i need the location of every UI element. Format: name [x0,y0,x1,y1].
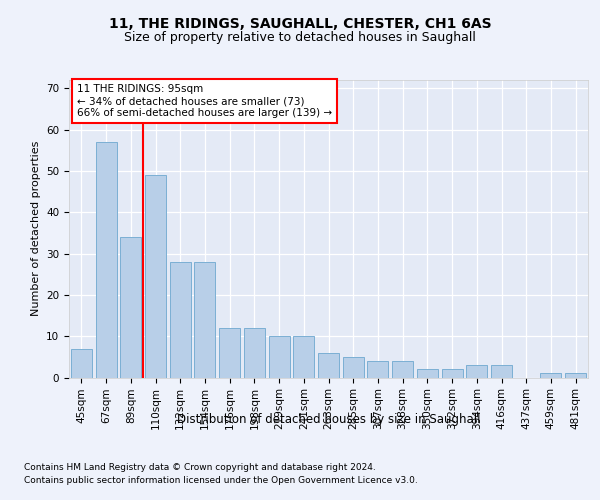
Y-axis label: Number of detached properties: Number of detached properties [31,141,41,316]
Bar [293,336,314,378]
Bar [71,348,92,378]
Bar [244,328,265,378]
Bar [442,369,463,378]
Bar [466,365,487,378]
Text: 11 THE RIDINGS: 95sqm
← 34% of detached houses are smaller (73)
66% of semi-deta: 11 THE RIDINGS: 95sqm ← 34% of detached … [77,84,332,117]
Bar [95,142,116,378]
Bar [417,369,438,378]
Bar [541,374,562,378]
Text: Size of property relative to detached houses in Saughall: Size of property relative to detached ho… [124,31,476,44]
Bar [145,175,166,378]
Bar [120,237,141,378]
Bar [269,336,290,378]
Text: Contains HM Land Registry data © Crown copyright and database right 2024.: Contains HM Land Registry data © Crown c… [24,462,376,471]
Bar [170,262,191,378]
Bar [392,361,413,378]
Bar [491,365,512,378]
Text: 11, THE RIDINGS, SAUGHALL, CHESTER, CH1 6AS: 11, THE RIDINGS, SAUGHALL, CHESTER, CH1 … [109,18,491,32]
Bar [318,352,339,378]
Bar [367,361,388,378]
Bar [565,374,586,378]
Text: Distribution of detached houses by size in Saughall: Distribution of detached houses by size … [177,412,481,426]
Text: Contains public sector information licensed under the Open Government Licence v3: Contains public sector information licen… [24,476,418,485]
Bar [219,328,240,378]
Bar [194,262,215,378]
Bar [343,357,364,378]
